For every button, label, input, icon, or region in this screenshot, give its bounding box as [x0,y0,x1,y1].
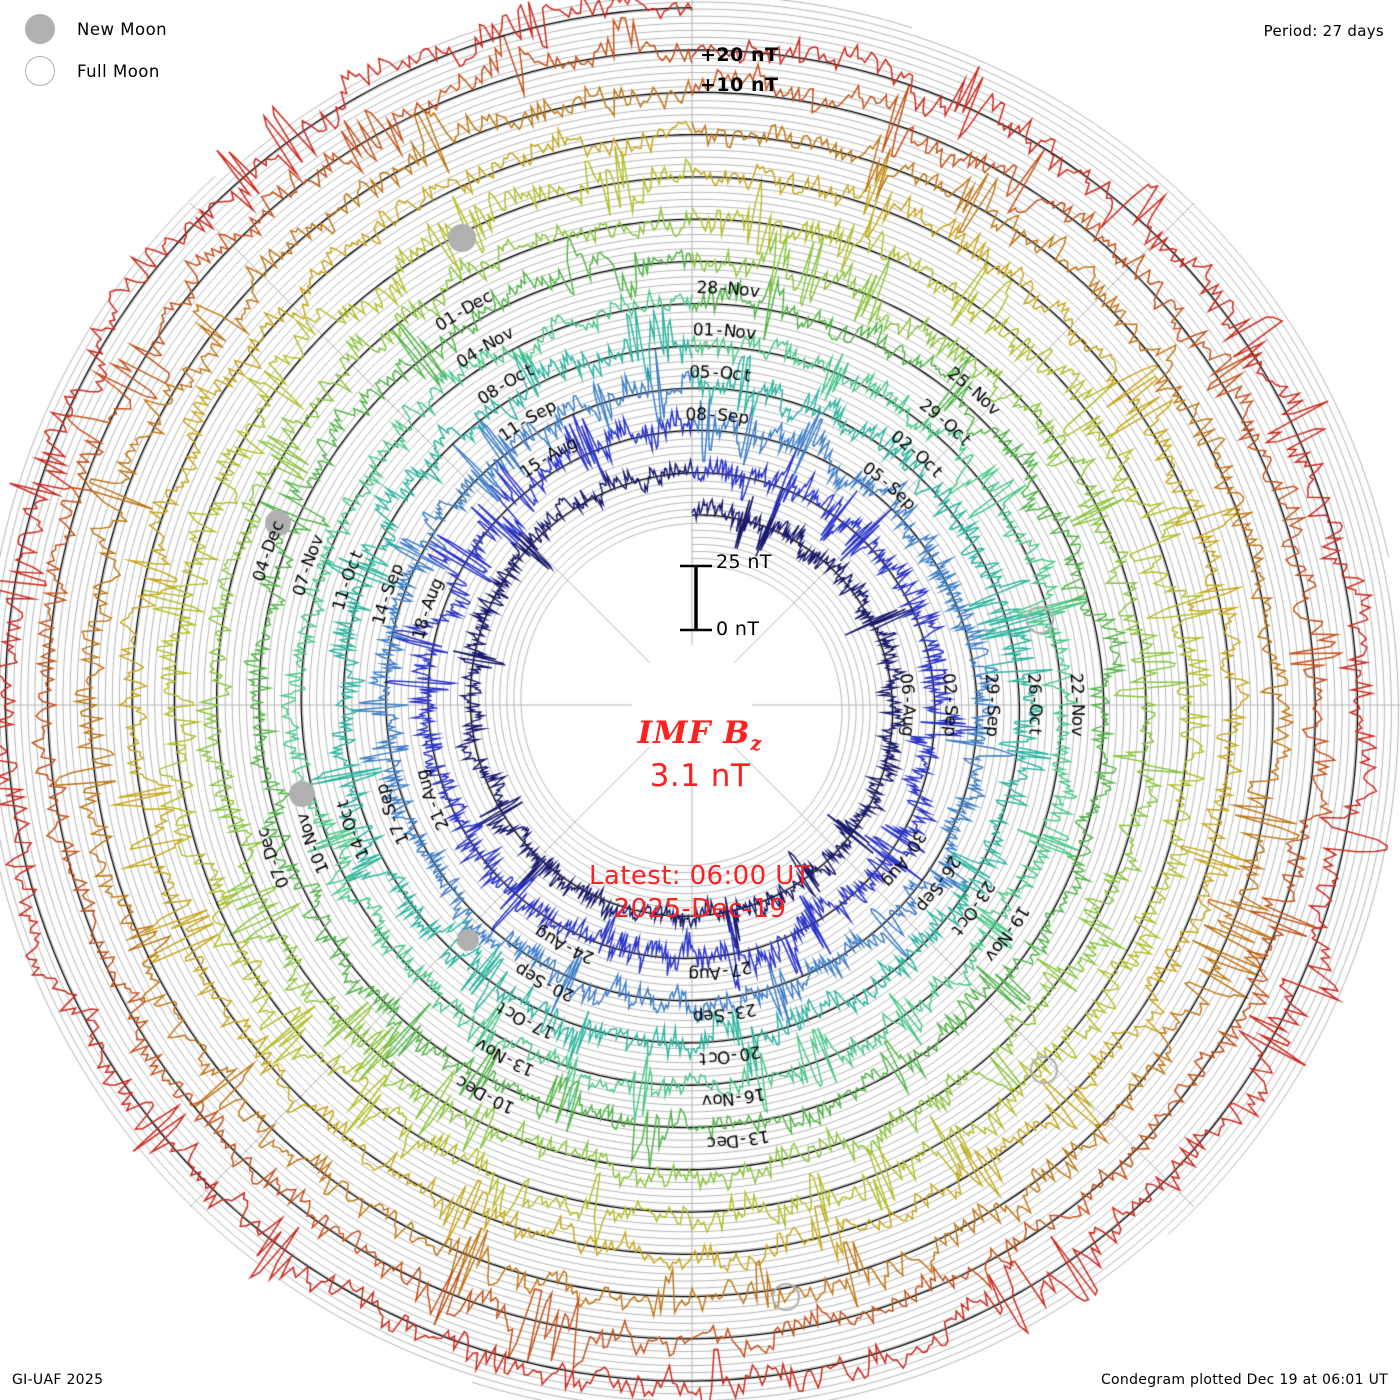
condegram-spiral-plot [0,0,1400,1400]
